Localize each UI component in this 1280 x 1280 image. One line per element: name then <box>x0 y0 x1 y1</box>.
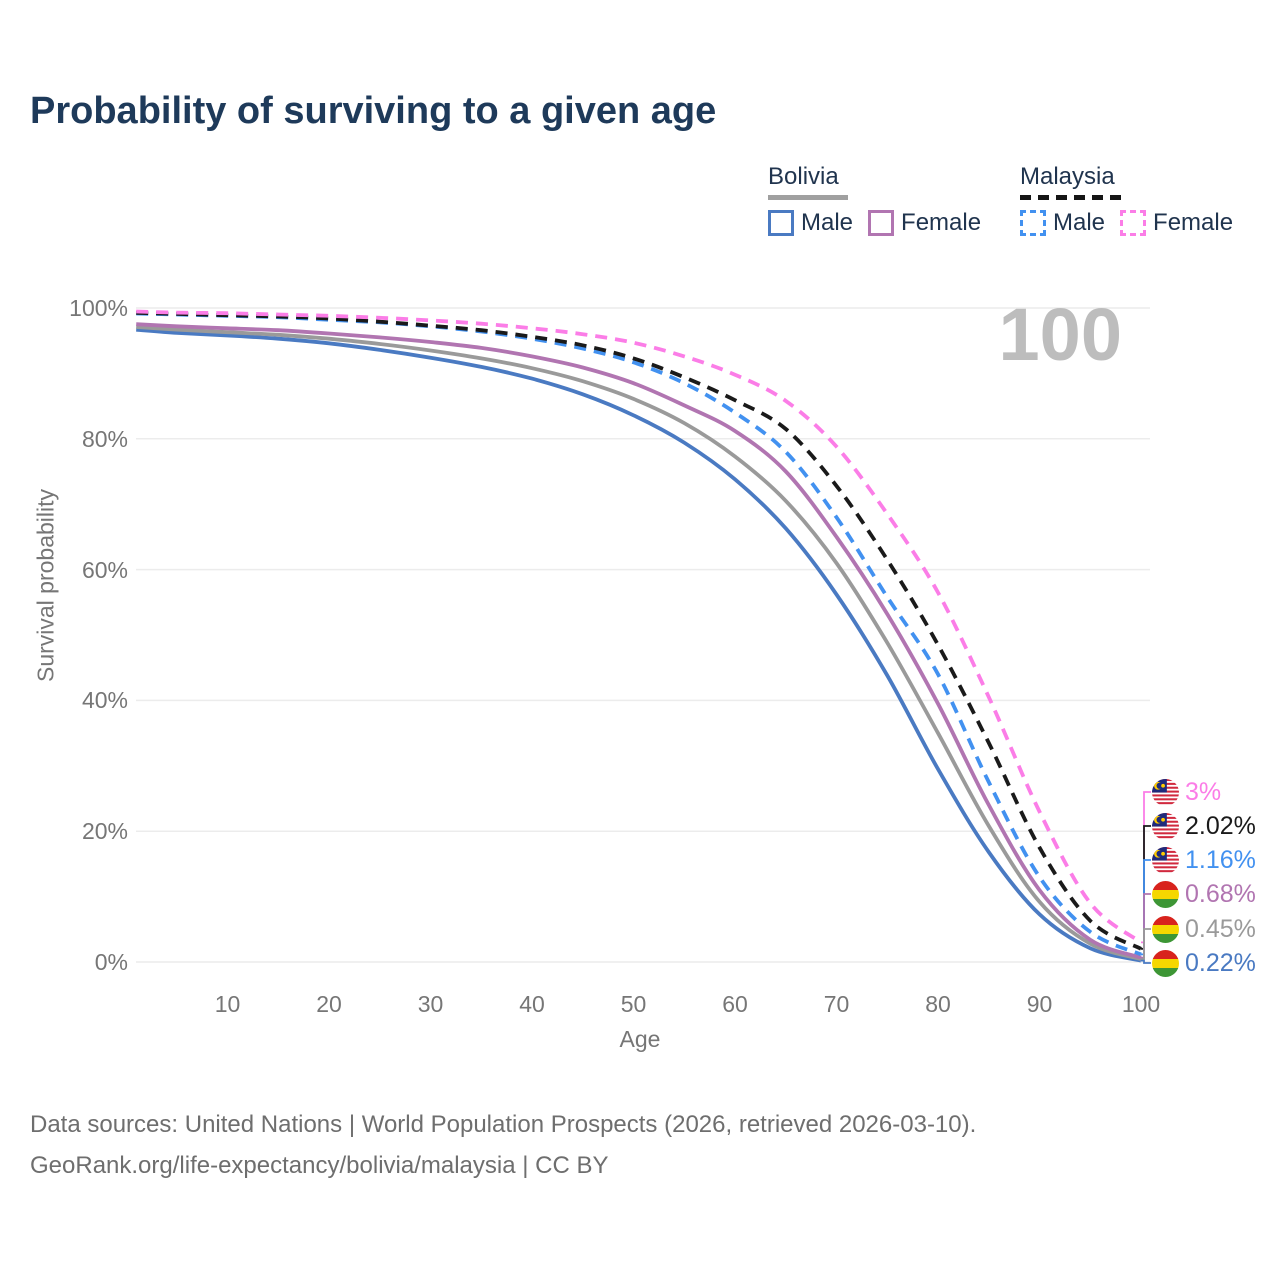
legend-swatch-bolivia-male-icon[interactable] <box>768 210 794 236</box>
series-end-label: 1.16% <box>1152 845 1256 874</box>
malaysia-flag-icon <box>1152 846 1179 874</box>
legend-item-malaysia-female[interactable]: Female <box>1120 209 1233 237</box>
end-label-connector <box>1141 893 1151 959</box>
x-tick-label: 30 <box>417 991 444 1017</box>
bolivia-flag <box>1152 880 1179 908</box>
x-tick-label: 40 <box>519 991 545 1017</box>
y-tick-label: 0% <box>94 949 128 975</box>
legend-group-bolivia: Bolivia Male Female <box>768 163 981 237</box>
legend-item-label: Male <box>1053 209 1106 236</box>
bolivia-flag-icon <box>1152 949 1179 977</box>
end-label-value: 1.16% <box>1185 845 1256 874</box>
x-tick-label: 50 <box>620 991 647 1017</box>
legend-swatch-malaysia-female-icon[interactable] <box>1120 210 1147 236</box>
legend-underline-bolivia-solid <box>768 195 848 200</box>
legend-item-bolivia-female[interactable]: Female <box>868 209 981 237</box>
y-tick-label: 40% <box>81 687 128 714</box>
x-tick-label: 80 <box>925 991 951 1017</box>
end-label-connector <box>1141 959 1151 964</box>
end-label-connector <box>1141 791 1151 944</box>
bolivia-flag <box>1152 949 1179 977</box>
x-axis-label: Age <box>619 1026 661 1052</box>
curve-bolivia-female <box>136 322 1142 960</box>
footer: Data sources: United Nations | World Pop… <box>30 1104 976 1186</box>
curve-malaysia-both <box>136 310 1142 951</box>
curve-malaysia-female <box>136 309 1143 944</box>
legend-swatch-malaysia-male-icon[interactable] <box>1020 210 1046 236</box>
bolivia-flag <box>1152 915 1179 943</box>
end-label-connector <box>1141 928 1151 960</box>
series-end-label: 0.45% <box>1152 914 1256 943</box>
y-tick-label: 100% <box>69 295 128 321</box>
end-label-connector <box>1141 859 1151 956</box>
series-end-label: 3% <box>1152 777 1222 806</box>
malaysia-flag <box>1152 778 1179 806</box>
legend-group-malaysia: Malaysia Male Female <box>1020 163 1233 237</box>
legend-underline-malaysia-dashed <box>1020 195 1123 200</box>
age-counter-watermark: 100 <box>998 293 1122 376</box>
y-tick-label: 60% <box>81 556 128 583</box>
x-tick-label: 100 <box>1121 991 1161 1017</box>
y-tick-label: 20% <box>81 818 128 845</box>
legend-item-label: Male <box>801 209 854 236</box>
end-label-value: 0.68% <box>1185 879 1256 908</box>
x-tick-label: 10 <box>214 991 241 1017</box>
curve-malaysia-male <box>136 311 1142 957</box>
series-end-label: 0.68% <box>1152 879 1256 908</box>
y-axis-label: Survival probability <box>32 488 59 683</box>
end-label-value: 0.22% <box>1185 948 1256 977</box>
y-tick-label: 80% <box>81 425 128 452</box>
curve-bolivia-male <box>136 327 1142 963</box>
x-tick-label: 70 <box>823 991 850 1017</box>
footer-attribution-line: GeoRank.org/life-expectancy/bolivia/mala… <box>30 1152 609 1179</box>
bolivia-flag-icon <box>1152 915 1179 943</box>
page-title: Probability of surviving to a given age <box>30 90 717 132</box>
legend-item-label: Female <box>901 209 982 236</box>
legend-item-malaysia-male[interactable]: Male <box>1020 209 1105 237</box>
series-end-label: 2.02% <box>1152 811 1256 840</box>
bolivia-flag-icon <box>1152 880 1179 908</box>
legend-swatch-bolivia-female-icon[interactable] <box>868 210 895 236</box>
legend-country-label-bolivia: Bolivia <box>768 163 839 190</box>
malaysia-flag-icon <box>1152 778 1179 806</box>
legend-country-label-malaysia: Malaysia <box>1020 163 1115 190</box>
malaysia-flag <box>1152 812 1179 840</box>
x-tick-label: 60 <box>722 991 748 1017</box>
malaysia-flag-icon <box>1152 812 1179 840</box>
end-label-value: 3% <box>1185 777 1222 806</box>
legend-item-bolivia-male[interactable]: Male <box>768 209 853 237</box>
malaysia-flag <box>1152 846 1179 874</box>
footer-sources-line: Data sources: United Nations | World Pop… <box>30 1111 977 1138</box>
legend-item-label: Female <box>1153 209 1234 236</box>
series-end-label: 0.22% <box>1152 948 1256 977</box>
x-tick-label: 90 <box>1026 991 1053 1017</box>
curve-bolivia-both <box>136 325 1142 961</box>
x-tick-label: 20 <box>316 991 342 1017</box>
end-label-value: 2.02% <box>1185 811 1256 840</box>
end-label-connector <box>1141 825 1151 950</box>
end-label-value: 0.45% <box>1185 914 1256 943</box>
